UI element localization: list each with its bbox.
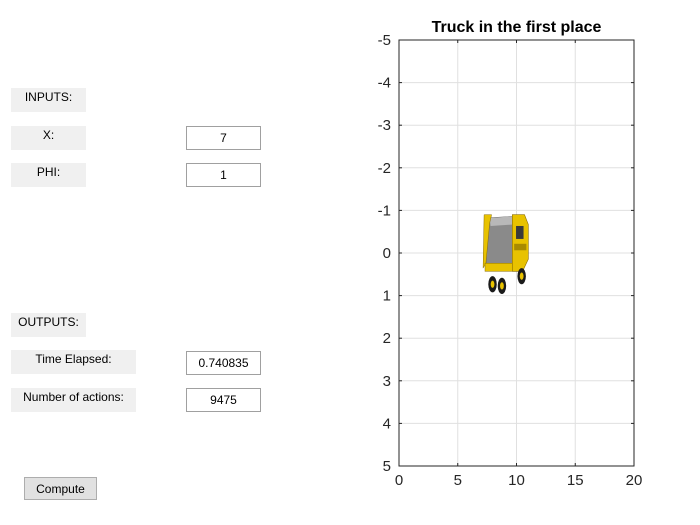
- y-tick-label: 4: [383, 415, 391, 432]
- time-elapsed-field[interactable]: [186, 351, 261, 375]
- y-tick-label: -1: [378, 202, 391, 219]
- x-tick-label: 0: [395, 472, 403, 489]
- y-tick-label: 1: [383, 288, 391, 305]
- y-tick-label: 3: [383, 373, 391, 390]
- x-tick-label: 15: [567, 472, 584, 489]
- y-tick-label: -5: [378, 32, 391, 49]
- x-tick-label: 5: [454, 472, 462, 489]
- y-tick-label: -3: [378, 117, 391, 134]
- compute-button[interactable]: Compute: [24, 477, 97, 500]
- phi-label: PHI:: [11, 163, 86, 187]
- x-label: X:: [11, 126, 86, 150]
- truck-frame-left: [482, 214, 492, 269]
- x-input[interactable]: [186, 126, 261, 150]
- phi-input[interactable]: [186, 163, 261, 187]
- plot-title: Truck in the first place: [432, 19, 602, 36]
- truck-image: [482, 214, 529, 294]
- y-tick-label: -2: [378, 160, 391, 177]
- time-elapsed-label: Time Elapsed:: [11, 350, 136, 374]
- x-tick-label: 10: [508, 472, 525, 489]
- truck-cab: [511, 214, 529, 272]
- truck-bed-top: [489, 216, 516, 226]
- y-tick-label: 5: [383, 458, 391, 475]
- number-of-actions-field[interactable]: [186, 388, 261, 412]
- number-of-actions-label: Number of actions:: [11, 388, 136, 412]
- outputs-header: OUTPUTS:: [11, 313, 86, 337]
- truck-stripe: [514, 243, 527, 251]
- inputs-header: INPUTS:: [11, 88, 86, 112]
- y-tick-label: -4: [378, 75, 391, 92]
- truck-window: [516, 225, 524, 239]
- x-tick-label: 20: [626, 472, 643, 489]
- y-tick-label: 2: [383, 330, 391, 347]
- truck-wheel-hub: [500, 282, 504, 290]
- truck-wheel-hub: [490, 280, 495, 288]
- truck-wheel-hub: [519, 272, 524, 280]
- y-tick-label: 0: [383, 245, 391, 262]
